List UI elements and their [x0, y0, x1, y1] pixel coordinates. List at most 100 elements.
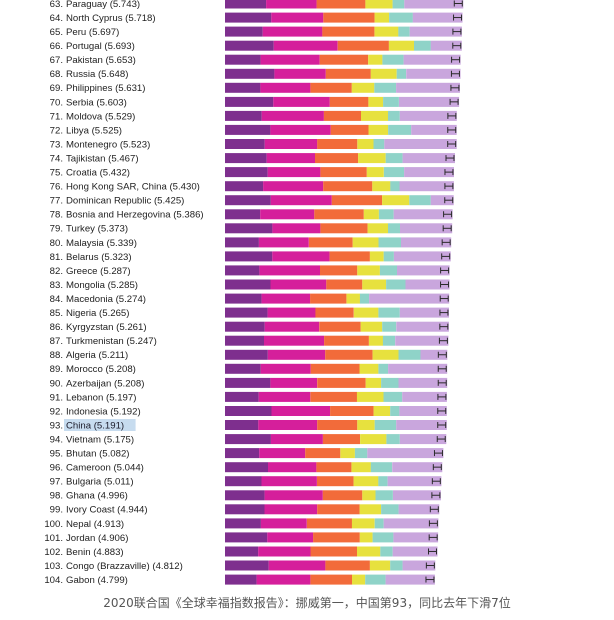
bar-segment	[326, 279, 363, 290]
bar-segment	[260, 209, 315, 220]
figure-caption: 2020联合国《全球幸福指数报告》：挪威第一，中国第93，同比去年下滑7位	[103, 596, 511, 610]
country-label-china: China (5.191)	[66, 420, 124, 431]
bar-segment	[365, 0, 393, 9]
rank-number: 64.	[50, 13, 63, 24]
bar-segment	[398, 504, 440, 515]
highlight-marker	[64, 419, 136, 431]
bar-russia	[225, 68, 461, 79]
rank-number: 78.	[50, 210, 63, 221]
bar-segment	[225, 96, 274, 107]
bar-segment	[264, 335, 325, 346]
bar-segment	[264, 139, 318, 149]
rank-number: 95.	[50, 449, 63, 460]
bar-segment	[368, 96, 384, 107]
bar-segment	[362, 490, 376, 501]
country-label-malaysia: Malaysia (5.339)	[66, 238, 137, 249]
bar-segment	[320, 167, 367, 178]
bar-segment	[412, 12, 463, 23]
confidence-interval	[437, 351, 447, 358]
bar-segment	[354, 448, 368, 459]
rank-number: 104.	[44, 575, 63, 586]
bar-segment	[386, 279, 406, 290]
bar-segment	[398, 377, 448, 388]
bar-segment	[315, 153, 359, 164]
bar-segment	[374, 420, 397, 430]
rank-number: 79.	[50, 224, 63, 235]
bar-segment	[401, 237, 452, 248]
rank-number: 88.	[50, 350, 63, 361]
confidence-interval	[433, 450, 443, 457]
bar-segment	[399, 406, 447, 416]
bar-segment	[393, 532, 439, 543]
bar-segment	[270, 124, 331, 135]
bar-segment	[272, 251, 330, 262]
confidence-interval	[441, 239, 451, 246]
confidence-interval	[447, 141, 457, 147]
bar-segment	[324, 335, 369, 346]
bar-segment	[374, 26, 399, 37]
bar-segment	[393, 251, 451, 262]
bar-segment	[387, 476, 442, 487]
bar-segment	[340, 448, 355, 459]
rank-number: 89.	[50, 364, 63, 375]
bar-segment	[225, 181, 264, 192]
bar-segment	[263, 181, 324, 192]
bar-segment	[323, 181, 373, 192]
bar-segment	[317, 420, 358, 430]
country-label-nigeria: Nigeria (5.265)	[66, 308, 129, 319]
country-label-lebanon: Lebanon (5.197)	[66, 392, 136, 403]
bar-segment	[385, 153, 403, 164]
bar-segment	[383, 96, 399, 107]
bar-segment	[392, 546, 438, 557]
bar-segment	[225, 167, 268, 178]
country-label-philippines: Philippines (5.631)	[66, 83, 145, 94]
confidence-interval	[444, 197, 454, 204]
bar-segment	[375, 490, 393, 501]
bar-indonesia	[225, 406, 447, 416]
bar-segment	[359, 504, 381, 515]
bar-segment	[382, 195, 410, 206]
bar-segment	[379, 265, 397, 276]
confidence-interval	[429, 506, 439, 513]
country-label-algeria: Algeria (5.211)	[66, 350, 128, 361]
bar-segment	[258, 391, 311, 402]
bar-segment	[414, 40, 431, 51]
bar-china	[225, 420, 447, 430]
rank-number: 92.	[50, 406, 63, 417]
bar-segment	[225, 349, 268, 360]
bar-segment	[384, 139, 457, 149]
bar-segment	[365, 377, 382, 388]
bar-segment	[273, 40, 338, 51]
country-label-cameroon: Cameroon (5.044)	[66, 463, 144, 474]
bar-segment	[258, 546, 311, 557]
confidence-interval	[431, 492, 441, 499]
bar-segment	[225, 82, 261, 93]
bar-segment	[383, 518, 439, 529]
confidence-interval	[442, 225, 452, 232]
bar-montenegro	[225, 139, 457, 149]
bar-segment	[383, 167, 405, 178]
bar-segment	[357, 546, 381, 557]
confidence-interval	[437, 365, 447, 372]
rank-number: 86.	[50, 322, 63, 333]
rank-number: 101.	[44, 533, 63, 544]
rank-number: 84.	[50, 294, 63, 305]
bar-segment	[317, 476, 354, 487]
bar-segment	[370, 462, 393, 473]
bar-north-cyprus	[225, 12, 463, 23]
bar-segment	[366, 167, 384, 178]
bar-segment	[271, 12, 324, 23]
bar-segment	[352, 574, 366, 585]
rank-number: 90.	[50, 378, 63, 389]
bar-segment	[259, 265, 320, 276]
bar-segment	[365, 574, 386, 585]
bar-segment	[390, 406, 400, 416]
bar-segment	[260, 82, 311, 93]
bar-segment	[225, 363, 261, 374]
bar-segment	[357, 420, 375, 430]
country-label-hong-kong-sar-china: Hong Kong SAR, China (5.430)	[66, 182, 200, 193]
bar-segment	[310, 293, 347, 304]
confidence-interval	[437, 393, 447, 400]
confidence-interval	[439, 295, 449, 302]
bar-segment	[261, 476, 317, 487]
